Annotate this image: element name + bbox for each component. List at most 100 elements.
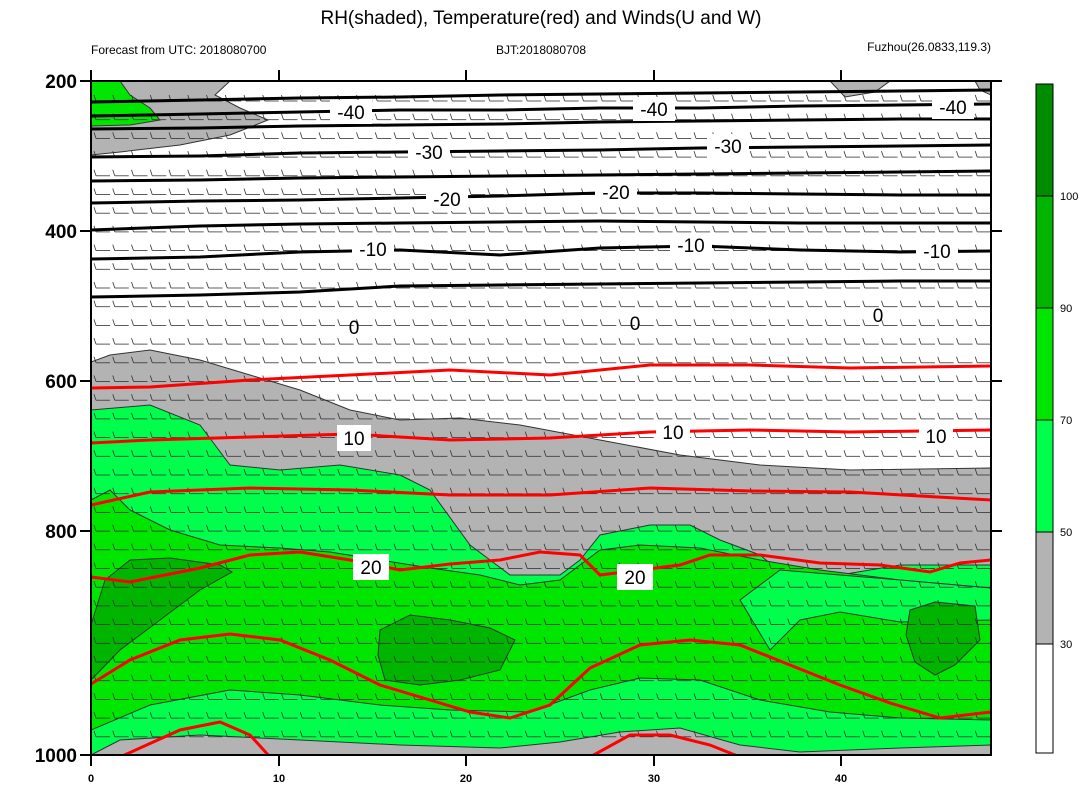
- rh-lightgreen-bottom-band: [91, 677, 991, 755]
- wind-barb-tick: [674, 618, 678, 625]
- wind-barb-tick: [824, 94, 828, 102]
- wind-barb-tick: [543, 468, 547, 476]
- wind-barb-tick: [899, 412, 903, 420]
- wind-barb-tick: [618, 524, 622, 532]
- colorbar: 100 90 70 50 30: [1035, 83, 1078, 754]
- wind-barb-tick: [168, 711, 172, 719]
- wind-barb-tick: [187, 356, 191, 363]
- wind-barb-tick: [562, 394, 566, 401]
- colorbar-bin: [1036, 420, 1053, 532]
- wind-barb-tick: [281, 319, 284, 326]
- wind-barb-tick: [393, 263, 397, 270]
- wind-barb-tick: [506, 524, 509, 532]
- wind-barb-tick: [243, 300, 247, 307]
- wind-barb-tick: [843, 506, 847, 513]
- wind-barb-tick: [374, 618, 378, 625]
- wind-barb-tick: [393, 543, 397, 550]
- wind-barb-tick: [881, 394, 884, 401]
- wind-barb-tick: [956, 188, 959, 195]
- wind-barb-tick: [562, 730, 566, 737]
- wind-barb-tick: [731, 207, 734, 214]
- wind-barb-tick: [281, 132, 284, 139]
- wind-barb-tick: [806, 263, 809, 270]
- red-temperature-contours: [91, 363, 991, 755]
- wind-barb-tick: [674, 375, 678, 382]
- wind-barb-tick: [599, 674, 603, 681]
- wind-barb-tick: [974, 637, 978, 644]
- wind-barb-tick: [356, 188, 359, 195]
- wind-barb-tick: [431, 581, 434, 588]
- wind-barb-tick: [187, 543, 191, 550]
- wind-barb-tick: [224, 468, 228, 476]
- wind-barb-tick: [749, 730, 753, 737]
- wind-barb-tick: [974, 431, 978, 438]
- wind-barb-tick: [787, 450, 791, 457]
- wind-barb-tick: [318, 543, 322, 550]
- wind-barb-tick: [543, 730, 547, 737]
- wind-barb-tick: [224, 618, 228, 625]
- wind-barb-tick: [449, 337, 453, 345]
- wind-barb-tick: [318, 450, 322, 457]
- wind-barb-tick: [299, 225, 303, 233]
- wind-barb-tick: [374, 524, 378, 532]
- wind-barb-tick: [881, 375, 884, 382]
- wind-barb-tick: [637, 543, 641, 550]
- wind-barb-tick: [712, 412, 716, 420]
- wind-barb-tick: [656, 524, 659, 532]
- wind-barb-tick: [131, 618, 134, 625]
- wind-barb-tick: [899, 132, 903, 139]
- wind-barb-tick: [862, 637, 866, 644]
- wind-barb-tick: [712, 730, 716, 737]
- wind-barb-tick: [112, 543, 116, 550]
- wind-barb-tick: [243, 618, 247, 625]
- wind-barb-tick: [824, 300, 828, 307]
- wind-barb-tick: [112, 356, 116, 363]
- wind-barb-tick: [674, 543, 678, 550]
- wind-barb-tick: [862, 450, 866, 457]
- colorbar-bin: [1036, 196, 1053, 308]
- wind-barb-tick: [393, 375, 397, 382]
- wind-barb-tick: [412, 356, 416, 363]
- wind-barb-tick: [674, 337, 678, 345]
- wind-barb-tick: [524, 506, 528, 513]
- wind-barb-tick: [262, 132, 266, 139]
- wind-barb-tick: [881, 637, 884, 644]
- wind-barb-tick: [824, 711, 828, 719]
- wind-barb-tick: [93, 132, 97, 139]
- wind-barb-tick: [731, 300, 734, 307]
- wind-barb-tick: [974, 94, 978, 102]
- wind-barb-tick: [824, 543, 828, 550]
- wind-barb-tick: [149, 300, 153, 307]
- wind-barb-tick: [881, 356, 884, 363]
- wind-barb-tick: [168, 300, 172, 307]
- wind-barb-tick: [206, 319, 209, 326]
- wind-barb-tick: [449, 225, 453, 233]
- wind-barb-tick: [543, 506, 547, 513]
- wind-barb-tick: [112, 281, 116, 289]
- wind-barb-tick: [599, 207, 603, 214]
- wind-barb-tick: [449, 431, 453, 438]
- wind-barb-tick: [506, 674, 509, 681]
- wind-barb-tick: [412, 506, 416, 513]
- wind-barb-tick: [524, 244, 528, 251]
- wind-barb-tick: [862, 674, 866, 681]
- wind-barb-tick: [599, 113, 603, 120]
- plot-frame: [90, 80, 992, 756]
- wind-barb-tick: [787, 225, 791, 233]
- wind-barb-tick: [899, 599, 903, 607]
- wind-barb-tick: [431, 599, 434, 607]
- wind-barb-tick: [487, 506, 491, 513]
- wind-barb-tick: [224, 637, 228, 644]
- wind-barb-tick: [562, 207, 566, 214]
- wind-barb-tick: [393, 637, 397, 644]
- wind-barb-tick: [337, 450, 341, 457]
- wind-barb-tick: [543, 150, 547, 158]
- wind-barb-tick: [299, 618, 303, 625]
- wind-barb-tick: [956, 693, 959, 700]
- wind-barb-tick: [281, 674, 284, 681]
- wind-barb-tick: [393, 618, 397, 625]
- wind-barb-tick: [787, 356, 791, 363]
- wind-barb-tick: [506, 693, 509, 700]
- wind-barb-tick: [149, 132, 153, 139]
- y-tick-label: 200: [45, 72, 77, 93]
